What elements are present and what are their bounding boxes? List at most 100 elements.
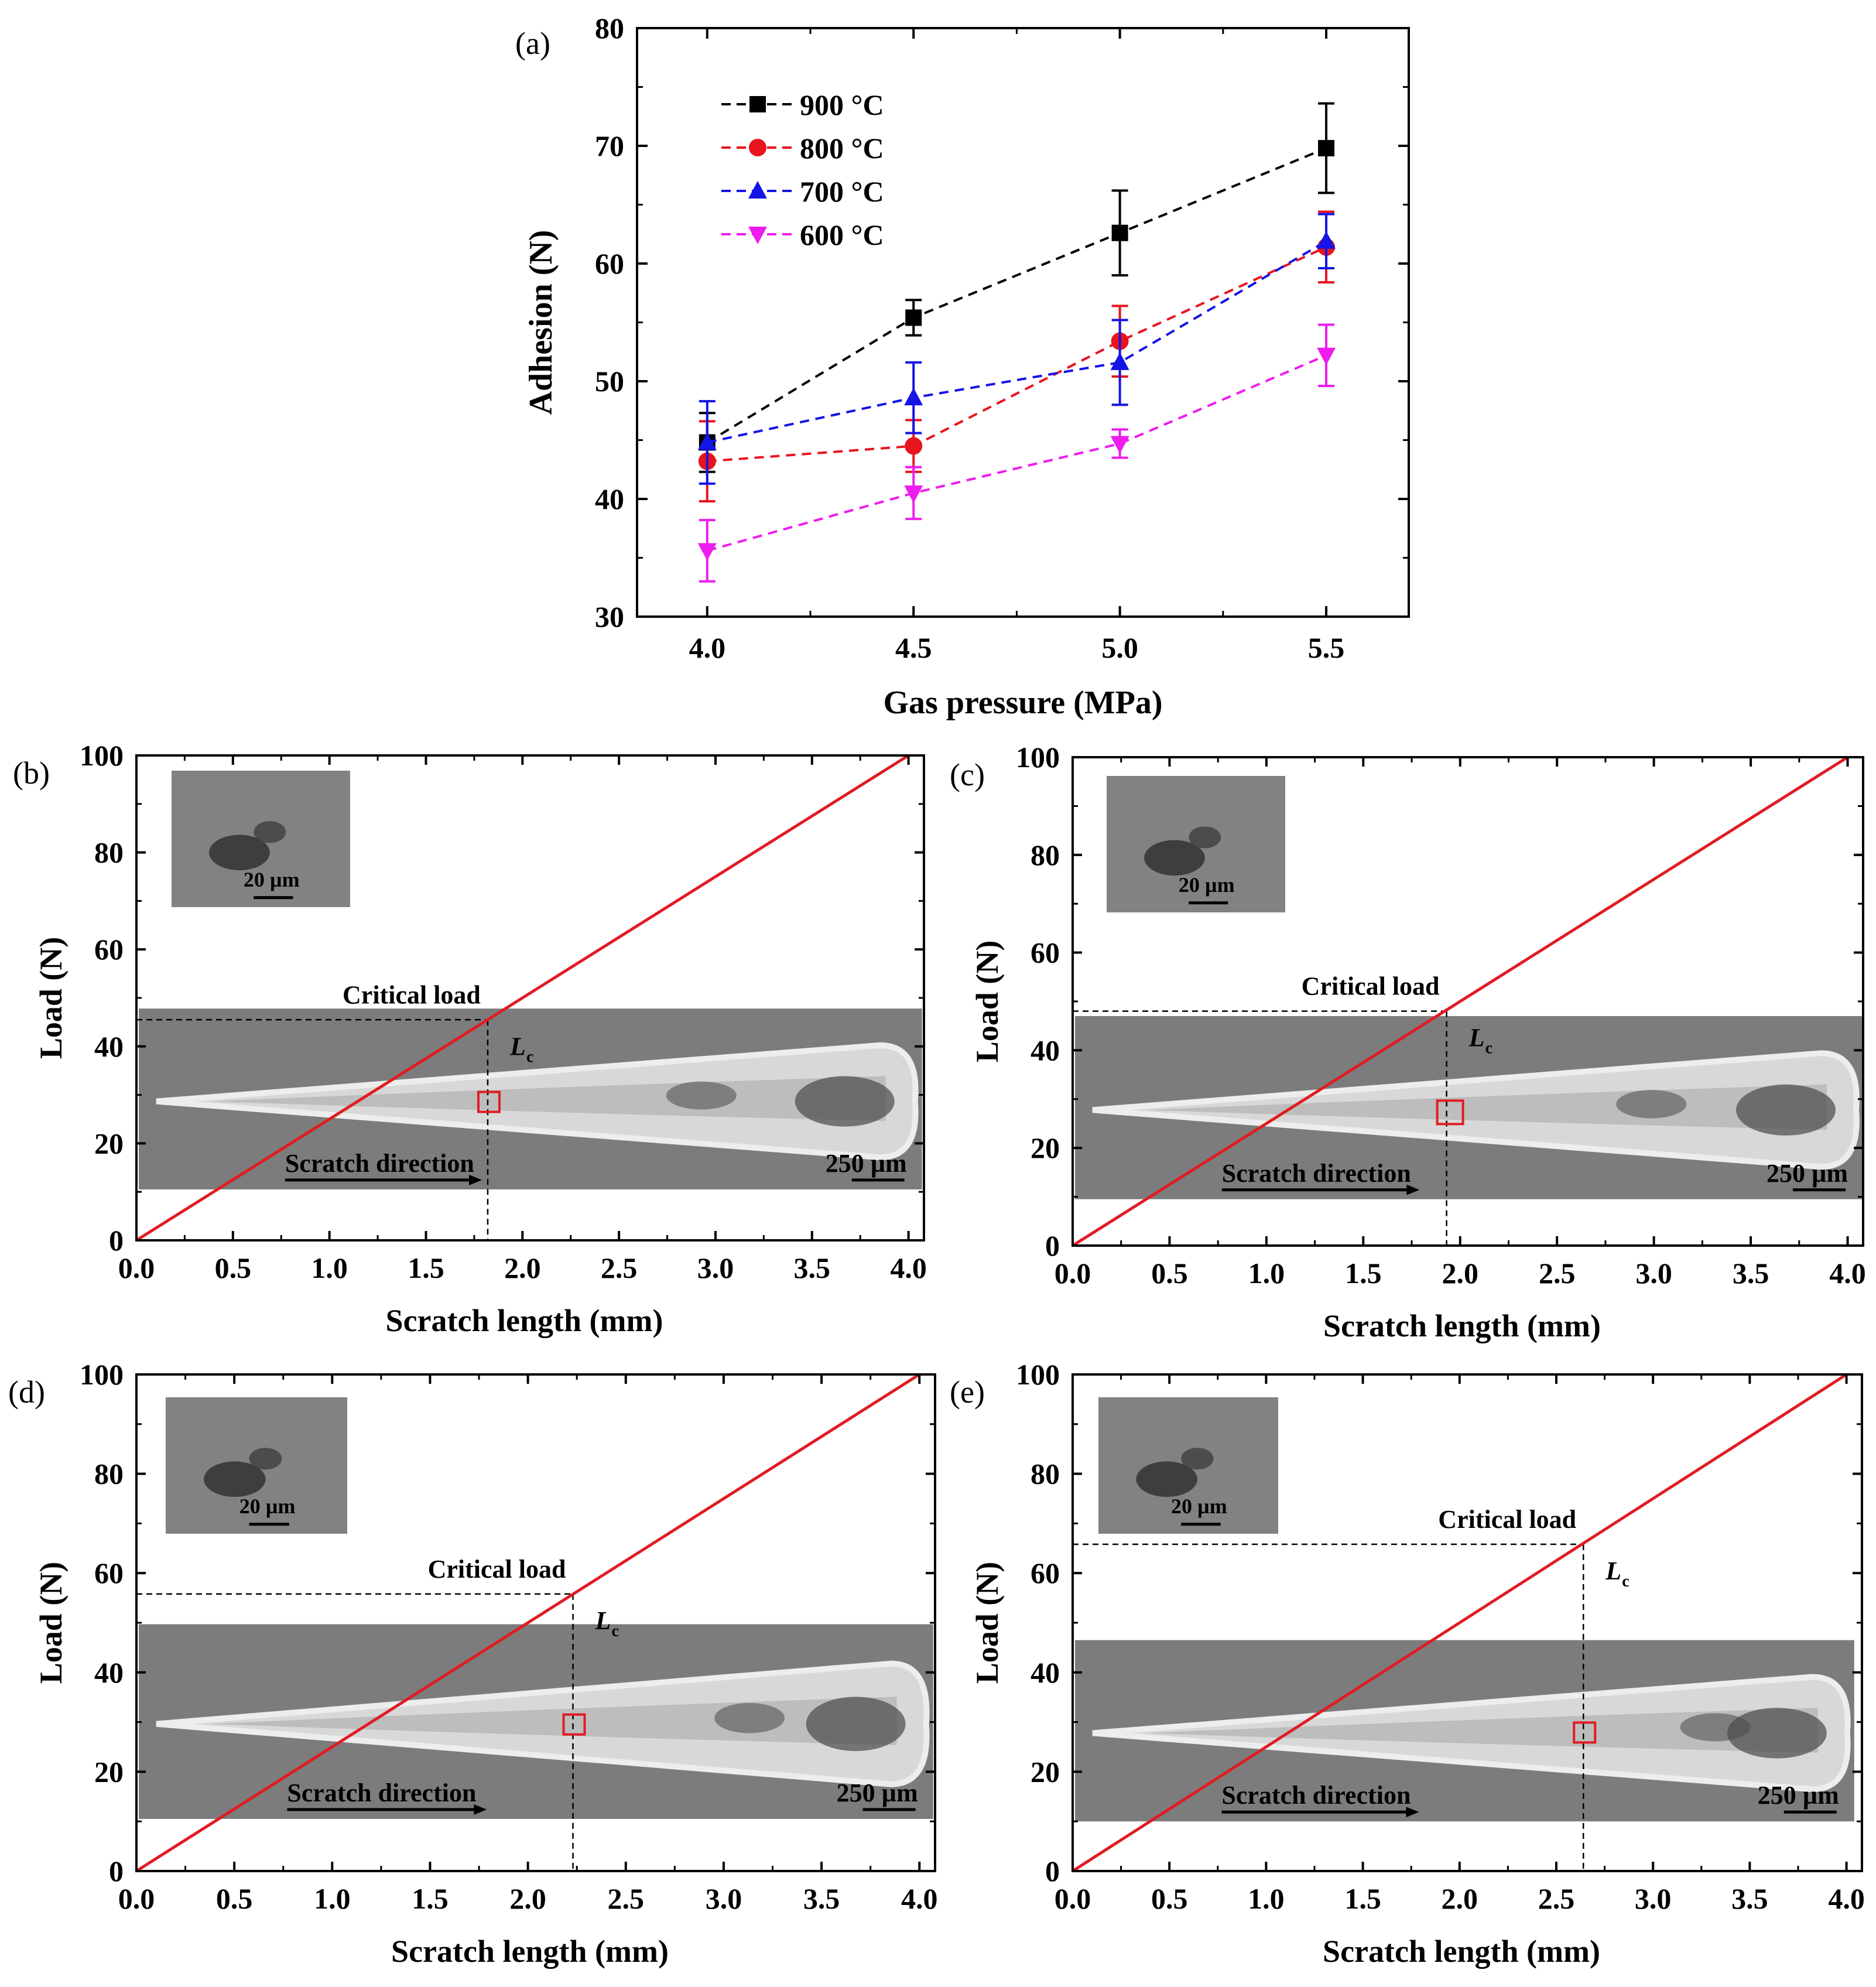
legend-marker — [749, 96, 766, 112]
x-axis-label: Scratch length (mm) — [1323, 1308, 1601, 1343]
x-tick-label: 0.5 — [1151, 1257, 1188, 1290]
arrow-head-icon — [1406, 1807, 1419, 1818]
x-tick-label: 3.5 — [1731, 1882, 1768, 1915]
scratch-groove — [1145, 1708, 1818, 1753]
y-tick-label: 100 — [80, 1358, 124, 1391]
data-point — [697, 432, 717, 450]
panel-label: (d) — [8, 1374, 45, 1410]
lc-label: L — [1605, 1557, 1621, 1585]
x-tick-label: 4.0 — [901, 1882, 938, 1915]
series-3: 600 °C — [697, 218, 1336, 583]
spall-region — [1144, 840, 1205, 876]
arrow-head-icon — [1406, 1184, 1420, 1195]
y-axis-label: Load (N) — [970, 941, 1005, 1063]
critical-load-label: Critical load — [428, 1555, 566, 1584]
x-tick-label: 3.5 — [1733, 1257, 1769, 1290]
y-tick-label: 40 — [94, 1030, 124, 1063]
panel-label: (a) — [515, 26, 550, 61]
inset-location-marker — [1436, 1099, 1464, 1126]
sem-scratch-image: Scratch direction 250 µm — [139, 1624, 933, 1819]
sem-scratch-image: Scratch direction 250 µm — [1075, 1640, 1854, 1822]
legend-marker — [749, 139, 766, 156]
data-point — [905, 309, 922, 326]
x-tick-label: 3.0 — [1635, 1257, 1672, 1290]
x-tick-label: 0.0 — [1055, 1882, 1091, 1915]
legend-label: 600 °C — [800, 218, 884, 251]
series-line — [707, 246, 1327, 463]
spall-region — [209, 835, 270, 871]
wear-spot — [1727, 1708, 1827, 1759]
x-tick-label: 2.0 — [509, 1882, 546, 1915]
lc-subscript: c — [1622, 1572, 1629, 1591]
spall-region — [1189, 826, 1221, 849]
wear-spot — [1736, 1084, 1836, 1136]
x-tick-label: 0.0 — [118, 1251, 155, 1284]
data-point — [904, 388, 923, 406]
x-tick-label: 4.0 — [890, 1251, 927, 1284]
data-point — [1317, 347, 1336, 365]
y-tick-label: 50 — [595, 365, 624, 398]
panel-e: Scratch direction 250 µm 20 µm Critical loa… — [950, 1358, 1865, 1969]
load-line — [135, 754, 909, 1242]
plot-frame — [636, 27, 1410, 618]
x-tick-label: 4.0 — [689, 631, 726, 664]
x-axis-label: Scratch length (mm) — [391, 1934, 669, 1969]
y-tick-label: 20 — [1031, 1755, 1060, 1788]
x-tick-label: 3.0 — [1635, 1882, 1672, 1915]
inset-scale-label: 20 µm — [239, 1494, 296, 1518]
panel-label: (c) — [950, 757, 985, 792]
series-0: 900 °C — [699, 88, 1335, 473]
wear-spot — [806, 1697, 906, 1752]
series-line — [706, 147, 1327, 444]
y-tick-label: 40 — [94, 1656, 124, 1689]
x-tick-label: 2.0 — [1442, 1882, 1478, 1915]
y-tick-label: 100 — [80, 739, 124, 772]
legend-marker — [748, 181, 767, 199]
inset-location-marker — [477, 1090, 501, 1113]
lc-subscript: c — [612, 1622, 619, 1640]
series-line — [707, 354, 1327, 552]
data-point — [1318, 140, 1335, 157]
x-tick-label: 1.0 — [311, 1251, 348, 1284]
y-tick-label: 100 — [1016, 1358, 1060, 1391]
y-tick-label: 80 — [1031, 1458, 1060, 1490]
y-tick-label: 80 — [595, 12, 624, 45]
wear-spot — [795, 1076, 895, 1127]
y-tick-label: 60 — [1031, 936, 1060, 969]
x-tick-label: 3.0 — [706, 1882, 742, 1915]
x-tick-label: 3.5 — [794, 1251, 831, 1284]
y-tick-label: 40 — [1031, 1656, 1060, 1689]
x-tick-label: 2.5 — [1539, 1257, 1576, 1290]
y-tick-label: 20 — [94, 1755, 124, 1788]
y-tick-label: 30 — [595, 600, 624, 633]
scale-bar-label: 250 µm — [1758, 1781, 1839, 1810]
panel-b: Scratch direction 250 µm 20 µm Critical loa… — [13, 739, 927, 1338]
panel-label: (e) — [950, 1374, 985, 1410]
inset-location-marker — [562, 1713, 586, 1736]
sem-scratch-image: Scratch direction 250 µm — [139, 1008, 922, 1190]
spall-region — [1181, 1448, 1214, 1470]
inset-micrograph: 20 µm — [172, 771, 350, 907]
y-tick-label: 80 — [1031, 839, 1060, 871]
x-tick-label: 1.5 — [412, 1882, 449, 1915]
x-tick-label: 0.5 — [215, 1251, 252, 1284]
x-tick-label: 1.5 — [1345, 1257, 1382, 1290]
y-tick-label: 40 — [1031, 1034, 1060, 1066]
wear-spot — [666, 1081, 737, 1110]
inset-scale-label: 20 µm — [244, 868, 300, 891]
x-tick-label: 0.5 — [216, 1882, 253, 1915]
scratch-direction-label: Scratch direction — [285, 1149, 474, 1178]
panel-a: (a) 30 40 50 60 70 80 4.0 4.5 5.0 5.5 Gas pressure … — [515, 12, 1410, 721]
critical-load-label: Critical load — [343, 980, 481, 1009]
y-tick-label: 60 — [94, 1557, 124, 1589]
load-line — [135, 1373, 920, 1873]
series-line — [707, 240, 1327, 444]
y-axis-label: Adhesion (N) — [523, 230, 559, 415]
y-tick-label: 20 — [1031, 1131, 1060, 1164]
y-tick-label: 0 — [109, 1224, 124, 1257]
lc-label: L — [1468, 1024, 1485, 1052]
x-tick-label: 2.5 — [608, 1882, 645, 1915]
y-tick-label: 60 — [94, 933, 124, 966]
x-tick-label: 2.5 — [601, 1251, 638, 1284]
wear-spot — [1680, 1713, 1751, 1742]
